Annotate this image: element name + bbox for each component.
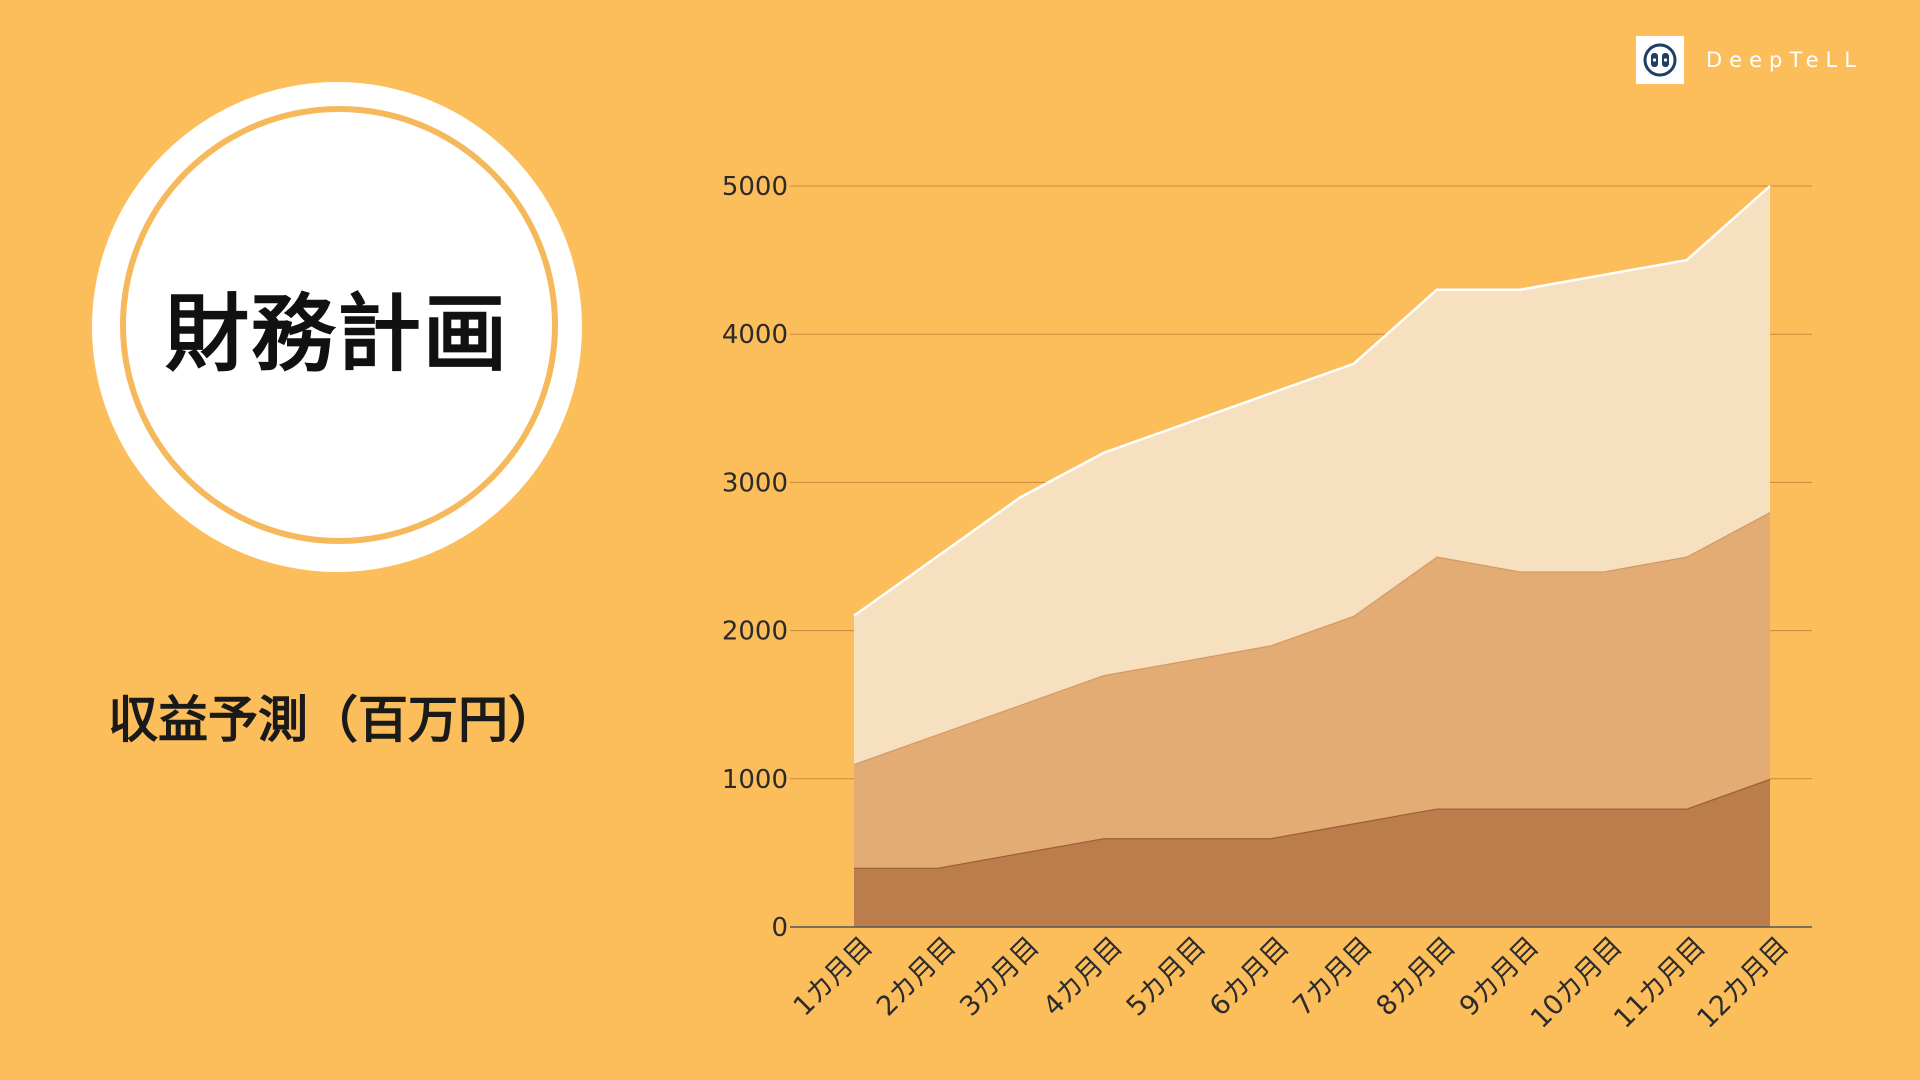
area-series-2 bbox=[854, 512, 1770, 868]
chart-subtitle: 収益予測（百万円） bbox=[108, 691, 558, 749]
x-tick-label: 10カ月目 bbox=[1525, 931, 1628, 1034]
logo-text: DeepTeLL bbox=[1706, 48, 1863, 72]
x-tick-label: 2カ月目 bbox=[871, 931, 962, 1022]
area-series-3 bbox=[854, 186, 1770, 764]
x-tick-label: 7カ月目 bbox=[1287, 931, 1378, 1022]
x-tick-label: 12カ月目 bbox=[1691, 931, 1794, 1034]
x-tick-label: 1カ月目 bbox=[788, 931, 879, 1022]
x-tick-label: 5カ月目 bbox=[1121, 931, 1212, 1022]
page-title: 財務計画 bbox=[164, 284, 509, 383]
brand-logo: DeepTeLL bbox=[1636, 36, 1863, 84]
y-tick-label: 5000 bbox=[722, 172, 788, 202]
x-tick-label: 8カ月目 bbox=[1371, 931, 1462, 1022]
area-series-1 bbox=[854, 778, 1770, 927]
area-layer bbox=[853, 185, 1771, 927]
x-tick-label: 11カ月目 bbox=[1608, 931, 1711, 1034]
y-tick-label: 1000 bbox=[722, 765, 788, 795]
x-tick-label: 3カ月目 bbox=[954, 931, 1045, 1022]
y-tick-label: 2000 bbox=[722, 617, 788, 647]
title-circle-ring bbox=[120, 106, 558, 544]
x-tick-label: 4カ月目 bbox=[1037, 931, 1128, 1022]
y-tick-label: 4000 bbox=[722, 320, 788, 350]
y-tick-label: 0 bbox=[771, 913, 788, 943]
y-tick-label: 3000 bbox=[722, 468, 788, 498]
deeptell-logo-icon bbox=[1636, 36, 1684, 84]
x-tick-label: 6カ月目 bbox=[1204, 931, 1295, 1022]
area-series-line-3 bbox=[853, 185, 1771, 617]
